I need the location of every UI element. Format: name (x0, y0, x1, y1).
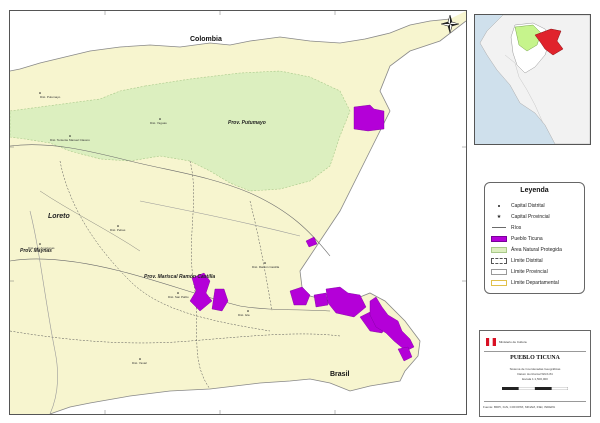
province-boundary (139, 200, 301, 237)
inset-land (479, 15, 590, 144)
protected-area (10, 70, 351, 192)
meta-line: Escala 1:1,500,000 (522, 377, 548, 381)
inset-study-area (534, 28, 564, 56)
river-icon (492, 227, 506, 228)
title-block: Ministerio de Cultura PUEBLO TICUNA Sist… (479, 330, 591, 417)
scale-bar (502, 387, 568, 390)
inset-canvas (475, 15, 590, 144)
province-boundary (29, 210, 59, 414)
graticule-ticks (10, 11, 466, 414)
country-label-colombia: Colombia (190, 36, 222, 43)
river-tributary (39, 190, 141, 252)
district-label: Dist. Yavari (132, 361, 148, 365)
inset-loreto (514, 24, 542, 52)
legend-item: Área Natural Protegida (491, 245, 562, 254)
district-label: Dist. Ramón Castilla (252, 265, 280, 269)
ticuna-area-north[interactable] (353, 104, 385, 132)
divider (484, 401, 586, 402)
north-arrow-icon (441, 15, 459, 33)
map-title: PUEBLO TICUNA (510, 355, 560, 361)
inset-boundary (504, 54, 544, 124)
ticuna-area-east[interactable] (325, 286, 367, 318)
grey-box-icon (491, 268, 507, 275)
colombia-border (10, 18, 451, 72)
district-label: Dist. San Pablo (168, 295, 189, 299)
river-putumayo (10, 144, 331, 257)
ticuna-area-south[interactable] (397, 346, 413, 362)
ticuna-area-central-2[interactable] (313, 292, 329, 308)
ticuna-area-southeast[interactable] (369, 296, 415, 352)
colombia-area (10, 11, 466, 71)
ticuna-area-west-2[interactable] (211, 288, 229, 312)
map-canvas[interactable] (10, 11, 466, 414)
brazil-area (10, 11, 466, 414)
star-icon: ★ (496, 213, 502, 220)
district-label: Dist. Pebas (110, 228, 126, 232)
purple-fill-icon (491, 235, 507, 242)
legend-item: Pueblo Ticuna (491, 234, 543, 243)
district-boundary (189, 160, 211, 390)
capital-markers (39, 92, 266, 360)
district-label: Dist. Las Amazonas (28, 246, 55, 250)
source-note: Fuente: BDPI, IGN, COFOPRI, MINAM, INEI,… (483, 405, 556, 409)
ministry-logo (486, 338, 496, 346)
district-label: Dist. Putumayo (40, 95, 61, 99)
ticuna-area-west[interactable] (189, 272, 213, 312)
meta-line: Datum Horizontal WGS 84 (517, 372, 553, 376)
main-map[interactable]: Colombia Brasil Loreto Prov. Putumayo Pr… (9, 10, 467, 415)
country-label-brasil: Brasil (330, 371, 350, 378)
district-label: Dist. Teniente Manuel Clavero (50, 138, 90, 142)
district-label: Dist. Isla (238, 313, 250, 317)
district-boundary (10, 330, 341, 344)
ministry-name: Ministerio de Cultura (499, 340, 527, 344)
legend-item: Ríos (491, 223, 521, 232)
pueblo-ticuna-areas[interactable] (189, 104, 415, 362)
province-label-putumayo: Prov. Putumayo (228, 120, 266, 126)
legend-panel: Leyenda Capital Distrital ★ Capital Prov… (484, 182, 585, 294)
district-label: Dist. Yaguas (150, 121, 167, 125)
legend-item: ★ Capital Provincial (496, 213, 550, 220)
legend-item: Límite Distrital (491, 256, 543, 265)
district-boundary (59, 160, 271, 332)
yellow-box-icon (491, 279, 507, 286)
province-label-ramon-castilla: Prov. Mariscal Ramón Castilla (144, 274, 216, 280)
meta-line: Sistema de Coordenadas Geográficas (509, 367, 561, 371)
legend-item: Límite Provincial (491, 267, 548, 276)
ticuna-area-central[interactable] (289, 286, 311, 306)
ticuna-area-small[interactable] (305, 236, 318, 248)
province-label-maynas: Prov. Maynas (20, 248, 52, 254)
green-fill-icon (491, 246, 507, 253)
dash-icon (491, 257, 507, 264)
dot-icon (498, 204, 500, 207)
river-amazonas (10, 258, 331, 312)
legend-item: Límite Departamental (491, 278, 559, 287)
divider (484, 351, 586, 352)
district-boundary (249, 200, 273, 312)
department-label: Loreto (48, 213, 70, 220)
legend-title: Leyenda (520, 187, 549, 194)
inset-locator-map[interactable] (474, 14, 591, 145)
legend-item: Capital Distrital (491, 201, 545, 210)
